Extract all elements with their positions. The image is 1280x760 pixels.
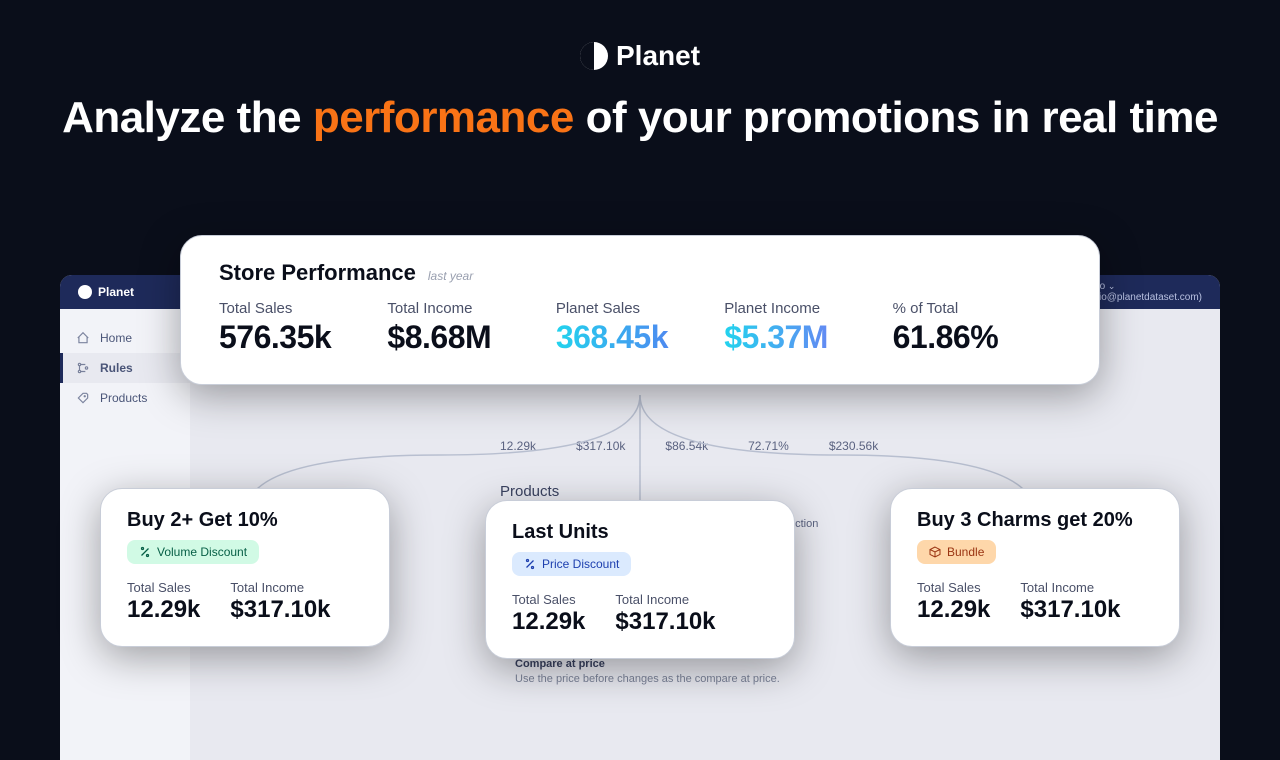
metric-value: $5.37M [724,319,892,356]
promo-badge: Price Discount [512,552,631,576]
badge-label: Bundle [947,545,984,559]
sidebar-item-label: Products [100,391,147,405]
card-subtitle: last year [428,269,473,283]
metric-value: 61.86% [893,319,1061,356]
promo-metric: Total Income$317.10k [615,592,715,636]
sidebar-item-label: Rules [100,361,133,375]
badge-label: Price Discount [542,557,619,571]
headline-pre: Analyze the [62,93,313,142]
badge-label: Volume Discount [157,545,247,559]
metric-label: Total Income [1020,580,1120,595]
metric-value: 12.29k [917,596,990,624]
headline-accent: performance [313,93,574,142]
metric: Total Income $8.68M [387,300,555,356]
metric-label: Total Income [230,580,330,595]
planet-icon [580,42,608,70]
metric-value: 12.29k [512,608,585,636]
metric-value: 12.29k [127,596,200,624]
metric-label: Total Sales [512,592,585,607]
brand-logo: Planet [580,40,700,72]
metric-label: Total Sales [127,580,200,595]
sidebar-item-rules[interactable]: Rules [60,353,190,383]
promo-title: Buy 2+ Get 10% [127,509,363,532]
promo-metric: Total Income$317.10k [1020,580,1120,624]
promo-badge: Volume Discount [127,540,259,564]
sidebar-item-products[interactable]: Products [60,383,190,413]
metric: % of Total 61.86% [893,300,1061,356]
metric: Total Sales 576.35k [219,300,387,356]
metric-label: Total Income [615,592,715,607]
metric-value: 368.45k [556,319,724,356]
promo-card-left: Buy 2+ Get 10% Volume Discount Total Sales… [100,488,390,647]
promo-badge: Bundle [917,540,996,564]
metric-value: $8.68M [387,319,555,356]
planet-icon [78,285,92,299]
metric-label: Total Sales [219,300,387,317]
sidebar-item-home[interactable]: Home [60,323,190,353]
promo-metric: Total Income$317.10k [230,580,330,624]
action-item: Compare at priceUse the price before cha… [515,658,1190,685]
metric-value: 576.35k [219,319,387,356]
app-brand: Planet [98,285,134,299]
promo-metric: Total Sales12.29k [917,580,990,624]
metric: Planet Sales 368.45k [556,300,724,356]
metric: Planet Income $5.37M [724,300,892,356]
promo-title: Last Units [512,521,768,544]
metric-value: $317.10k [615,608,715,636]
metric-label: Planet Sales [556,300,724,317]
headline: Analyze the performance of your promotio… [0,93,1280,144]
promo-card-right: Buy 3 Charms get 20% Bundle Total Sales12.… [890,488,1180,647]
metric-label: Planet Income [724,300,892,317]
metric-label: Total Sales [917,580,990,595]
promo-card-center: Last Units Price Discount Total Sales12.29… [485,500,795,659]
app-logo: Planet [78,285,134,299]
promo-metric: Total Sales12.29k [127,580,200,624]
metric-value: $317.10k [1020,596,1120,624]
metric-value: $317.10k [230,596,330,624]
card-title: Store Performance [219,260,416,286]
metric-label: Total Income [387,300,555,317]
promo-metric: Total Sales12.29k [512,592,585,636]
store-performance-card: Store Performance last year Total Sales 5… [180,235,1100,385]
sidebar-item-label: Home [100,331,132,345]
brand-name: Planet [616,40,700,72]
metric-label: % of Total [893,300,1061,317]
promo-title: Buy 3 Charms get 20% [917,509,1153,532]
headline-post: of your promotions in real time [574,93,1218,142]
